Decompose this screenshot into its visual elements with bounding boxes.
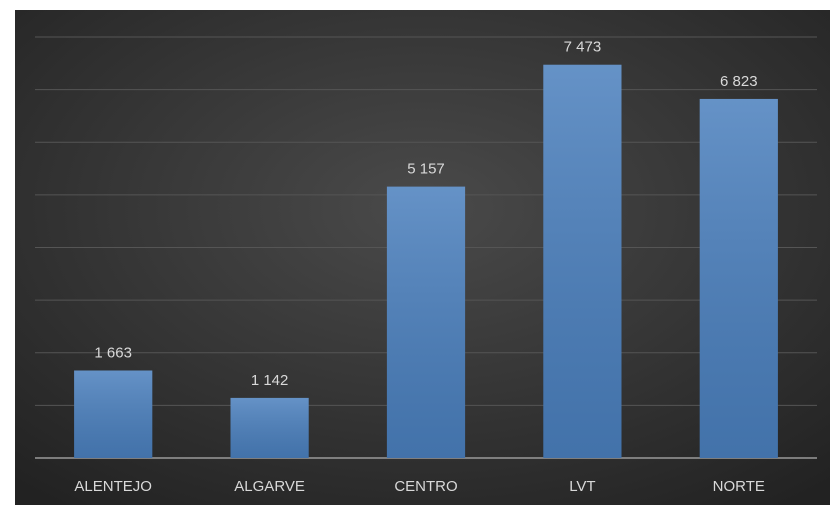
data-label: 1 142 <box>251 372 289 389</box>
bar <box>543 64 622 459</box>
x-tick-label: NORTE <box>713 478 765 495</box>
x-tick-label: ALGARVE <box>234 478 305 495</box>
x-tick-label: CENTRO <box>394 478 457 495</box>
data-label: 7 473 <box>564 39 602 56</box>
data-label: 1 663 <box>94 344 132 361</box>
x-tick-label: LVT <box>569 478 595 495</box>
bar <box>699 98 778 458</box>
x-tick-label: ALENTEJO <box>74 478 152 495</box>
data-label: 5 157 <box>407 161 445 178</box>
bar <box>74 370 153 458</box>
data-label: 6 823 <box>720 73 758 90</box>
bar <box>230 397 309 458</box>
bar <box>386 186 466 459</box>
